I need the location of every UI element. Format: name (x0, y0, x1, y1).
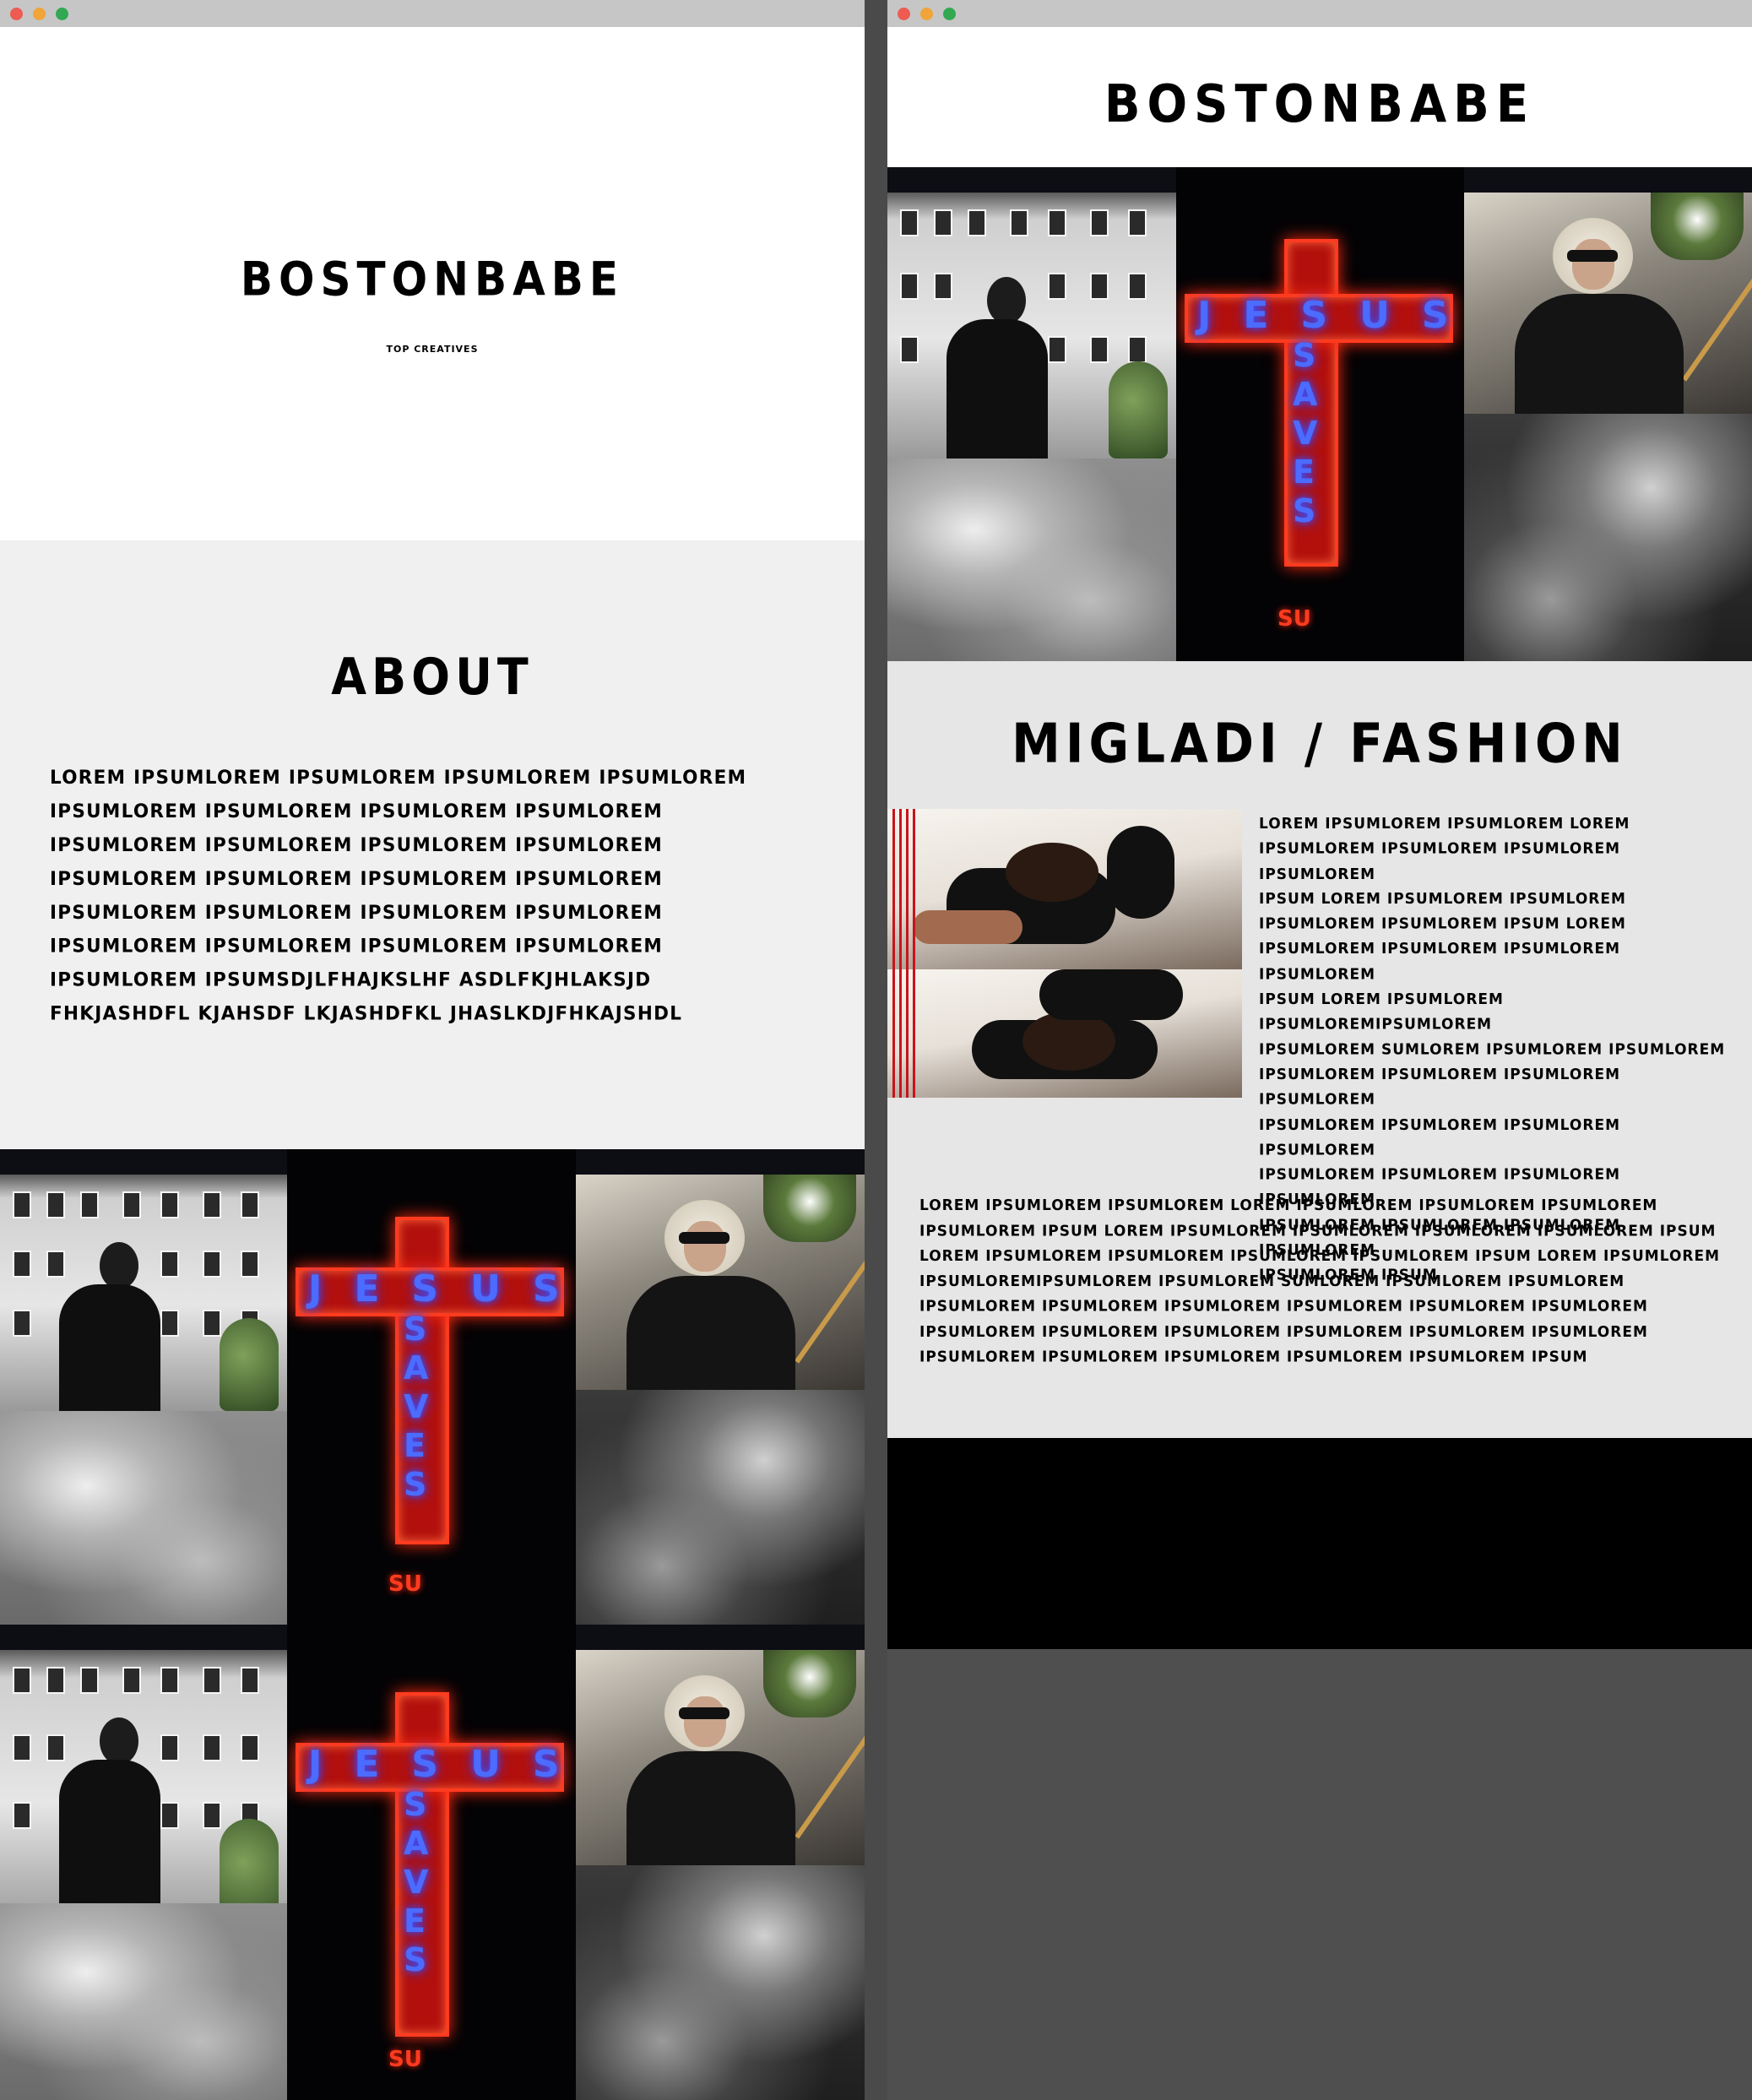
fashion-photo (887, 809, 1242, 1098)
neon-sign-bottom-text: SU (388, 1571, 422, 1597)
neon-sign-bottom-text: SU (1277, 606, 1311, 632)
neon-cross-photo: JESUS SAVES SU (1176, 167, 1464, 661)
window-divider (865, 0, 887, 2100)
photo-gallery-1: JESUS SAVES SU (0, 1149, 865, 1625)
cloud-photo (887, 459, 1176, 661)
neon-sign-horizontal-text: JESUS (1197, 294, 1464, 337)
photo-gallery-2: JESUS SAVES SU (0, 1625, 865, 2100)
about-section: ABOUT LOREM IPSUMLOREM IPSUMLOREM IPSUML… (0, 540, 865, 1149)
zoom-window-button[interactable] (943, 8, 956, 20)
left-window-titlebar[interactable] (0, 0, 865, 27)
fashion-section: MIGLADI / FASHION LOREM IPSUMLOREM IPSUM… (887, 661, 1752, 1438)
right-browser-window: BOSTONBABE JESUS SAVES SU (887, 0, 1752, 1649)
neon-sign-horizontal-text: JESUS (308, 1267, 576, 1310)
cloud-photo (0, 1903, 287, 2100)
neon-cross-photo: JESUS SAVES SU (287, 1149, 576, 1625)
building-photo (887, 193, 1176, 459)
blonde-portrait-photo (576, 1175, 865, 1390)
brand-title: BOSTONBABE (1104, 74, 1536, 135)
site-footer (887, 1438, 1752, 1649)
building-photo (0, 1175, 287, 1411)
close-window-button[interactable] (10, 8, 23, 20)
about-body-text: LOREM IPSUMLOREM IPSUMLOREM IPSUMLOREM I… (50, 767, 747, 1025)
right-window-titlebar[interactable] (887, 0, 1752, 27)
hero-section: BOSTONBABE TOP CREATIVES (0, 27, 865, 540)
minimize-window-button[interactable] (33, 8, 46, 20)
about-title: ABOUT (331, 648, 534, 707)
dark-cloud-photo (576, 1390, 865, 1625)
fashion-body-text: LOREM IPSUMLOREM IPSUMLOREM LOREM IPSUML… (1259, 815, 1726, 1285)
neon-sign-vertical-text: SAVES (404, 1786, 429, 1978)
zoom-window-button[interactable] (56, 8, 68, 20)
neon-sign-vertical-text: SAVES (1293, 337, 1318, 529)
photo-gallery: JESUS SAVES SU (887, 167, 1752, 661)
dark-cloud-photo (576, 1865, 865, 2100)
left-browser-window: BOSTONBABE TOP CREATIVES ABOUT LOREM IPS… (0, 0, 865, 2100)
neon-sign-vertical-text: SAVES (404, 1310, 429, 1503)
building-photo (0, 1650, 287, 1929)
fashion-secondary-text: LOREM IPSUMLOREM IPSUMLOREM LOREM IPSUML… (919, 1197, 1721, 1366)
brand-tagline: TOP CREATIVES (386, 344, 479, 355)
site-header: BOSTONBABE (887, 27, 1752, 167)
section-title: MIGLADI / FASHION (1012, 712, 1628, 775)
minimize-window-button[interactable] (920, 8, 933, 20)
close-window-button[interactable] (898, 8, 910, 20)
neon-sign-bottom-text: SU (388, 2047, 422, 2072)
blonde-portrait-photo (1464, 193, 1752, 414)
cloud-photo (0, 1411, 287, 1625)
brand-title: BOSTONBABE (240, 252, 625, 307)
dark-cloud-photo (1464, 414, 1752, 661)
neon-sign-horizontal-text: JESUS (308, 1743, 576, 1786)
blonde-portrait-photo (576, 1650, 865, 1865)
neon-cross-photo: JESUS SAVES SU (287, 1625, 576, 2100)
